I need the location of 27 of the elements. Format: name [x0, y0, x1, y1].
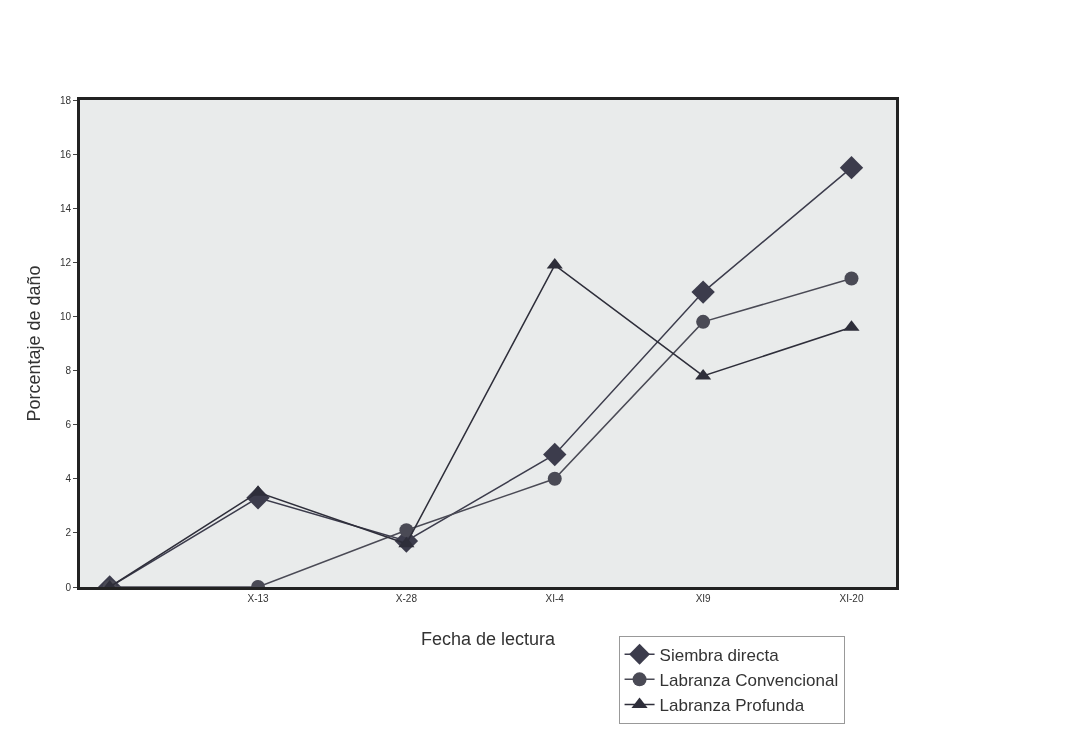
- x-tick-label: XI9: [695, 593, 712, 604]
- y-tick-label: 6: [65, 419, 72, 431]
- point: [844, 271, 859, 286]
- y-tick-label: 12: [59, 256, 72, 268]
- y-axis-title: Porcentaje de daño: [24, 265, 45, 422]
- legend-label: Labranza Profunda: [659, 696, 805, 716]
- legend-label: Labranza Convencional: [659, 670, 839, 690]
- y-tick-label: 14: [59, 202, 72, 214]
- y-tick-label: 4: [65, 473, 72, 485]
- point: [543, 442, 567, 467]
- x-tick-label: XI-20: [839, 593, 864, 604]
- y-tick-label: 8: [65, 365, 72, 377]
- legend-label: Siembra directa: [659, 645, 780, 665]
- y-tick-label: 10: [59, 310, 72, 322]
- point: [695, 368, 712, 380]
- point: [691, 280, 715, 304]
- y-tick-label: 2: [65, 527, 72, 539]
- x-axis-title: Fecha de lectura: [420, 629, 557, 650]
- y-tick-label: 18: [59, 94, 72, 106]
- point: [547, 471, 562, 486]
- point: [839, 155, 864, 180]
- y-tick-label: 0: [65, 581, 72, 593]
- x-tick-label: X-13: [247, 593, 270, 604]
- point: [696, 314, 711, 329]
- x-tick-label: X-28: [395, 593, 418, 604]
- x-tick-label: XI-4: [545, 593, 565, 604]
- y-tick-label: 16: [59, 148, 72, 160]
